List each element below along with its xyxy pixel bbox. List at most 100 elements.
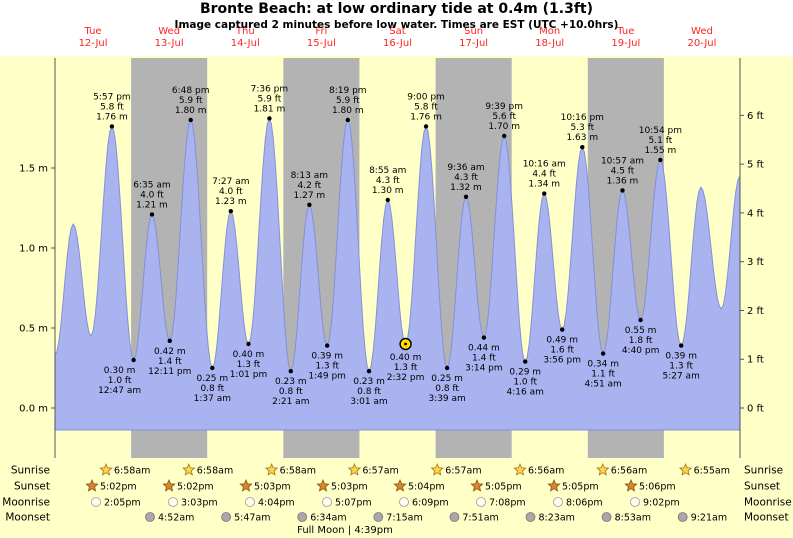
row-label-left: Sunrise — [11, 465, 50, 477]
sunset-star-icon — [316, 478, 330, 492]
tide-extreme-dot — [423, 124, 429, 129]
high-tide-annotation: 1.23 m — [215, 197, 247, 207]
chart-subtitle: Image captured 2 minutes before low wate… — [174, 19, 619, 31]
tide-extreme-dot — [580, 145, 585, 150]
low-tide-annotation: 1.6 ft — [550, 346, 574, 356]
high-tide-annotation: 4.0 ft — [219, 187, 243, 197]
day-label-name: Wed — [158, 26, 180, 37]
low-tide-annotation: 12:11 pm — [148, 367, 191, 377]
high-tide-annotation: 4.2 ft — [298, 181, 322, 191]
sunrise-star-icon — [182, 462, 196, 476]
low-tide-annotation: 0.25 m — [196, 374, 228, 384]
tide-extreme-dot — [345, 117, 350, 123]
high-tide-annotation: 7:27 am — [212, 177, 249, 187]
sun-moon-time: 6:58am — [280, 466, 316, 477]
sunrise-star-icon — [430, 462, 444, 476]
low-tide-annotation: 0.49 m — [546, 336, 578, 346]
chart-title: Bronte Beach: at low ordinary tide at 0.… — [199, 1, 593, 17]
moonset-icon — [601, 512, 612, 522]
current-time-marker-dot — [404, 342, 407, 346]
moonset-icon — [677, 512, 688, 522]
sun-moon-time: 6:55am — [694, 466, 730, 477]
sunrise-star-icon — [347, 462, 362, 476]
tide-extreme-dot — [542, 191, 547, 196]
sun-moon-time: 8:53am — [615, 513, 651, 524]
tide-extreme-dot — [307, 202, 312, 207]
low-tide-annotation: 0.8 ft — [200, 384, 224, 394]
tide-extreme-dot — [267, 116, 272, 121]
low-tide-annotation: 4:40 pm — [622, 346, 660, 356]
sun-moon-time: 5:07pm — [335, 498, 372, 509]
high-tide-annotation: 1.55 m — [645, 146, 677, 156]
high-tide-annotation: 9:36 am — [447, 163, 484, 173]
tide-extreme-dot — [600, 351, 606, 356]
day-label-date: 18-Jul — [535, 38, 564, 49]
high-tide-annotation: 10:57 am — [601, 156, 644, 166]
moonrise-icon — [630, 497, 640, 507]
sun-moon-time: 6:58am — [197, 466, 233, 477]
row-label-left: Sunset — [14, 481, 50, 493]
low-tide-annotation: 0.29 m — [509, 368, 541, 378]
high-tide-annotation: 1.76 m — [410, 112, 442, 122]
day-label-name: Wed — [691, 26, 713, 37]
high-tide-annotation: 4.3 ft — [454, 173, 478, 183]
sun-moon-time: 3:03pm — [181, 498, 218, 509]
high-tide-annotation: 8:55 am — [369, 166, 406, 176]
moonrise-icon — [245, 497, 255, 507]
low-tide-annotation: 1.3 ft — [315, 362, 339, 372]
day-label-date: 19-Jul — [611, 38, 640, 49]
day-label-name: Mon — [539, 26, 560, 37]
high-tide-annotation: 9:00 pm — [407, 92, 445, 102]
y-axis-label-right: 0 ft — [747, 404, 764, 415]
high-tide-annotation: 5.8 ft — [100, 102, 124, 112]
tide-extreme-dot — [109, 124, 115, 129]
high-tide-annotation: 8:19 pm — [329, 86, 367, 96]
tide-extreme-dot — [210, 365, 215, 371]
day-label-name: Sat — [389, 26, 405, 37]
tide-extreme-dot — [481, 335, 487, 340]
y-axis-label-right: 5 ft — [747, 160, 764, 171]
high-tide-annotation: 6:35 am — [133, 180, 170, 190]
day-label-date: 14-Jul — [231, 38, 260, 49]
moonset-icon — [525, 512, 536, 522]
low-tide-annotation: 0.39 m — [311, 352, 343, 362]
tide-extreme-dot — [638, 317, 643, 323]
sun-moon-time: 5:04pm — [408, 482, 445, 493]
tide-extreme-dot — [658, 157, 663, 163]
high-tide-annotation: 5.9 ft — [336, 96, 360, 106]
high-tide-annotation: 1.80 m — [175, 106, 207, 116]
y-axis-label-right: 4 ft — [747, 208, 764, 219]
row-label-right: Sunrise — [744, 465, 783, 477]
low-tide-annotation: 1.1 ft — [591, 370, 615, 380]
tide-extreme-dot — [620, 188, 625, 193]
high-tide-annotation: 1.80 m — [332, 106, 364, 116]
sun-moon-time: 2:05pm — [104, 498, 141, 509]
tide-extreme-dot — [131, 357, 136, 363]
low-tide-annotation: 1.0 ft — [513, 378, 537, 388]
moonrise-icon — [322, 497, 332, 507]
low-tide-annotation: 1.0 ft — [108, 376, 132, 386]
high-tide-annotation: 4.3 ft — [376, 176, 400, 186]
sun-moon-time: 6:56am — [528, 466, 564, 477]
moonset-icon — [297, 512, 308, 522]
high-tide-annotation: 6:48 pm — [172, 86, 210, 96]
low-tide-annotation: 1.4 ft — [472, 354, 496, 364]
high-tide-annotation: 5.8 ft — [414, 102, 438, 112]
sun-moon-time: 4:04pm — [258, 498, 295, 509]
y-axis-label-right: 2 ft — [747, 306, 764, 317]
high-tide-annotation: 10:16 pm — [561, 113, 604, 123]
sun-moon-time: 4:52am — [158, 513, 194, 524]
sunset-star-icon — [547, 478, 561, 492]
day-label-name: Tue — [616, 26, 634, 37]
tide-curve — [54, 116, 741, 431]
tide-extreme-dot — [560, 327, 565, 332]
sun-moon-time: 5:03pm — [331, 482, 368, 493]
header-background — [0, 0, 793, 56]
sun-moon-time: 6:57am — [445, 466, 481, 477]
moonset-icon — [145, 512, 155, 522]
tide-extreme-dot — [188, 117, 193, 123]
low-tide-annotation: 0.40 m — [390, 353, 422, 363]
high-tide-annotation: 5:57 pm — [93, 92, 131, 102]
y-axis-label-right: 1 ft — [747, 355, 764, 366]
low-tide-annotation: 0.34 m — [587, 360, 619, 370]
